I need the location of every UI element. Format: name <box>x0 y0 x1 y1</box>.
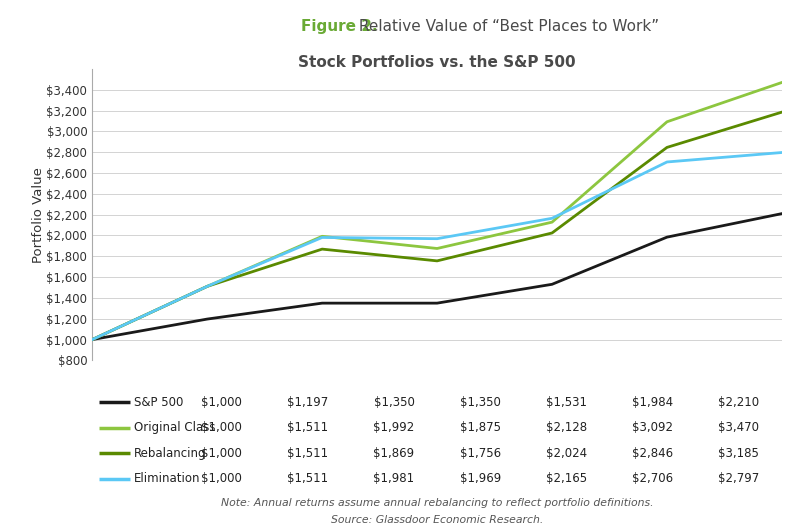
Text: 2010: 2010 <box>376 368 411 382</box>
Text: $1,000: $1,000 <box>201 472 242 485</box>
Text: $3,185: $3,185 <box>719 447 759 460</box>
Text: 2014: 2014 <box>721 368 756 382</box>
Text: Elimination: Elimination <box>134 472 200 485</box>
Text: $2,210: $2,210 <box>719 396 759 409</box>
Text: 2008: 2008 <box>205 368 239 382</box>
Text: $1,511: $1,511 <box>287 447 328 460</box>
Text: 2009: 2009 <box>290 368 325 382</box>
Text: $2,797: $2,797 <box>719 472 759 485</box>
Text: $2,706: $2,706 <box>632 472 673 485</box>
Text: S&P 500: S&P 500 <box>134 396 183 409</box>
Text: $1,350: $1,350 <box>374 396 415 409</box>
Text: $1,756: $1,756 <box>460 447 500 460</box>
Text: $2,128: $2,128 <box>546 421 587 434</box>
Text: $1,000: $1,000 <box>201 421 242 434</box>
Text: $2,165: $2,165 <box>546 472 587 485</box>
Text: $1,984: $1,984 <box>632 396 673 409</box>
Text: $1,350: $1,350 <box>460 396 500 409</box>
Text: $1,511: $1,511 <box>287 472 328 485</box>
Text: $1,000: $1,000 <box>201 396 242 409</box>
Text: Rebalancing: Rebalancing <box>134 447 206 460</box>
Text: 2012: 2012 <box>549 368 584 382</box>
Y-axis label: Portfolio Value: Portfolio Value <box>31 167 45 262</box>
Text: $1,969: $1,969 <box>460 472 500 485</box>
Text: $1,875: $1,875 <box>460 421 500 434</box>
Text: Source: Glassdoor Economic Research.: Source: Glassdoor Economic Research. <box>331 515 543 525</box>
Text: $3,470: $3,470 <box>719 421 759 434</box>
Text: $1,000: $1,000 <box>201 447 242 460</box>
Text: Relative Value of “Best Places to Work”: Relative Value of “Best Places to Work” <box>354 19 659 33</box>
Text: $1,869: $1,869 <box>374 447 415 460</box>
Text: $1,981: $1,981 <box>374 472 415 485</box>
Text: 2011: 2011 <box>463 368 498 382</box>
Text: Original Class: Original Class <box>134 421 215 434</box>
Text: $1,531: $1,531 <box>546 396 587 409</box>
Text: $2,024: $2,024 <box>546 447 587 460</box>
Text: Figure 2.: Figure 2. <box>302 19 378 33</box>
Text: $1,511: $1,511 <box>287 421 328 434</box>
Text: $1,197: $1,197 <box>287 396 328 409</box>
Text: $3,092: $3,092 <box>632 421 673 434</box>
Text: Note: Annual returns assume annual rebalancing to reflect portfolio definitions.: Note: Annual returns assume annual rebal… <box>221 498 654 508</box>
Text: $1,992: $1,992 <box>374 421 415 434</box>
Text: Stock Portfolios vs. the S&P 500: Stock Portfolios vs. the S&P 500 <box>298 55 576 69</box>
Text: 2013: 2013 <box>635 368 670 382</box>
Text: $2,846: $2,846 <box>632 447 673 460</box>
